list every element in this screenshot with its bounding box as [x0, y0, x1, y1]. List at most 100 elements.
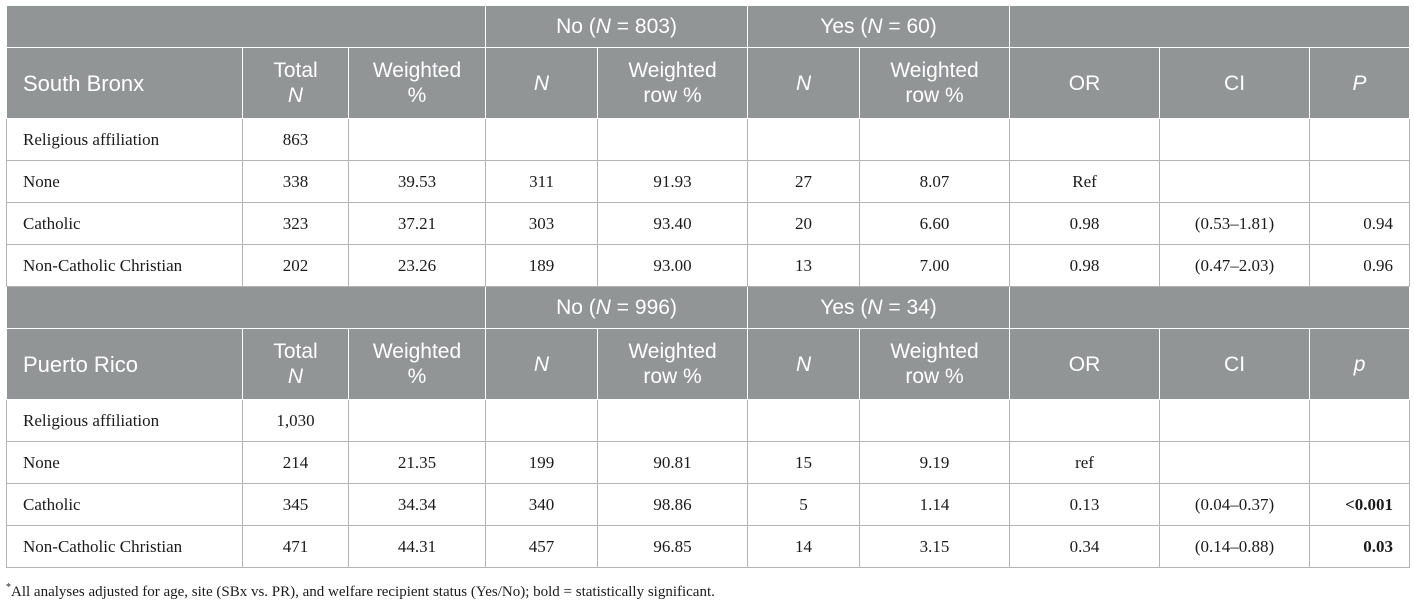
row-label: Non-Catholic Christian [6, 244, 243, 287]
group-header-row: No (N = 803) Yes (N = 60) [5, 5, 1411, 48]
cell-p-significant: <0.001 [1309, 483, 1411, 526]
cell-yes-n: 15 [747, 441, 861, 484]
col-no-n: N [485, 47, 599, 119]
cell-or: Ref [1009, 160, 1161, 203]
col-total-n: Total N [242, 47, 349, 119]
cell-total: 338 [242, 160, 349, 203]
cell-ci: (0.14–0.88) [1159, 525, 1311, 568]
cell-weighted-pct: 39.53 [347, 160, 487, 203]
cell-no-row-pct: 96.85 [597, 525, 749, 568]
cell-no-n [485, 399, 599, 442]
cell-ci [1159, 441, 1311, 484]
group-header-yes: Yes (N = 34) [747, 286, 1011, 329]
cell-p [1309, 118, 1411, 161]
cell-no-n: 340 [485, 483, 599, 526]
row-label: Catholic [6, 202, 243, 245]
group-header-blank [5, 5, 487, 48]
cell-total: 471 [242, 525, 349, 568]
table-row: Catholic 323 37.21 303 93.40 20 6.60 0.9… [6, 202, 1411, 245]
cell-p [1309, 441, 1411, 484]
col-p: P [1309, 47, 1411, 119]
table-row: Non-Catholic Christian 202 23.26 189 93.… [6, 244, 1411, 287]
cell-ci [1159, 160, 1311, 203]
col-weighted-pct: Weighted% [347, 47, 487, 119]
table-row: None 214 21.35 199 90.81 15 9.19 ref [6, 441, 1411, 484]
group-header-no: No (N = 803) [485, 5, 749, 48]
col-or: OR [1009, 328, 1161, 400]
col-no-weighted-row: Weighted row % [597, 328, 749, 400]
cell-yes-row-pct [859, 118, 1011, 161]
cell-yes-n: 20 [747, 202, 861, 245]
group-header-yes: Yes (N = 60) [747, 5, 1011, 48]
cell-weighted-pct: 34.34 [347, 483, 487, 526]
cell-or [1009, 399, 1161, 442]
table-footnote: *All analyses adjusted for age, site (SB… [6, 582, 715, 601]
cell-yes-n [747, 399, 861, 442]
cell-total: 214 [242, 441, 349, 484]
row-label: Religious affiliation [6, 118, 243, 161]
cell-yes-row-pct: 9.19 [859, 441, 1011, 484]
row-label: None [6, 441, 243, 484]
cell-ci [1159, 399, 1311, 442]
column-header-row: South Bronx Total N Weighted% N Weighted r… [6, 47, 1411, 119]
table-row: Catholic 345 34.34 340 98.86 5 1.14 0.13… [6, 483, 1411, 526]
cell-yes-row-pct: 3.15 [859, 525, 1011, 568]
cell-weighted-pct: 23.26 [347, 244, 487, 287]
cell-yes-row-pct: 7.00 [859, 244, 1011, 287]
cell-or: ref [1009, 441, 1161, 484]
cell-or: 0.34 [1009, 525, 1161, 568]
cell-total: 202 [242, 244, 349, 287]
row-label: Catholic [6, 483, 243, 526]
footnote-marker: * [6, 582, 11, 593]
cell-no-n: 311 [485, 160, 599, 203]
cell-no-n: 199 [485, 441, 599, 484]
group-header-blank [5, 286, 487, 329]
col-yes-weighted-row: Weighted row % [859, 47, 1011, 119]
col-no-weighted-row: Weighted row % [597, 47, 749, 119]
cell-p [1309, 160, 1411, 203]
site-title: Puerto Rico [6, 328, 243, 400]
col-p: p [1309, 328, 1411, 400]
table-row: None 338 39.53 311 91.93 27 8.07 Ref [6, 160, 1411, 203]
row-label: None [6, 160, 243, 203]
cell-no-n: 457 [485, 525, 599, 568]
cell-p [1309, 399, 1411, 442]
cell-yes-n [747, 118, 861, 161]
cell-ci: (0.04–0.37) [1159, 483, 1311, 526]
cell-no-n: 303 [485, 202, 599, 245]
table-row: Non-Catholic Christian 471 44.31 457 96.… [6, 525, 1411, 568]
cell-no-n [485, 118, 599, 161]
cell-total: 1,030 [242, 399, 349, 442]
cell-yes-row-pct: 8.07 [859, 160, 1011, 203]
site-title: South Bronx [6, 47, 243, 119]
results-table: No (N = 803) Yes (N = 60) South Bronx To… [5, 5, 1411, 568]
cell-weighted-pct: 44.31 [347, 525, 487, 568]
col-ci: CI [1159, 328, 1311, 400]
cell-p: 0.96 [1309, 244, 1411, 287]
cell-or: 0.98 [1009, 202, 1161, 245]
cell-weighted-pct: 37.21 [347, 202, 487, 245]
cell-yes-row-pct: 6.60 [859, 202, 1011, 245]
table-row: Religious affiliation 1,030 [6, 399, 1411, 442]
col-total-n: Total N [242, 328, 349, 400]
cell-p-significant: 0.03 [1309, 525, 1411, 568]
row-label: Religious affiliation [6, 399, 243, 442]
cell-no-row-pct [597, 399, 749, 442]
cell-ci: (0.47–2.03) [1159, 244, 1311, 287]
cell-yes-n: 14 [747, 525, 861, 568]
cell-no-n: 189 [485, 244, 599, 287]
cell-total: 323 [242, 202, 349, 245]
group-header-blank [1009, 5, 1411, 48]
cell-weighted-pct [347, 118, 487, 161]
group-header-no: No (N = 996) [485, 286, 749, 329]
col-no-n: N [485, 328, 599, 400]
cell-yes-n: 27 [747, 160, 861, 203]
cell-no-row-pct: 90.81 [597, 441, 749, 484]
footnote-text: All analyses adjusted for age, site (SBx… [11, 584, 715, 600]
cell-or [1009, 118, 1161, 161]
cell-total: 863 [242, 118, 349, 161]
col-ci: CI [1159, 47, 1311, 119]
cell-yes-row-pct [859, 399, 1011, 442]
cell-yes-n: 13 [747, 244, 861, 287]
cell-p: 0.94 [1309, 202, 1411, 245]
